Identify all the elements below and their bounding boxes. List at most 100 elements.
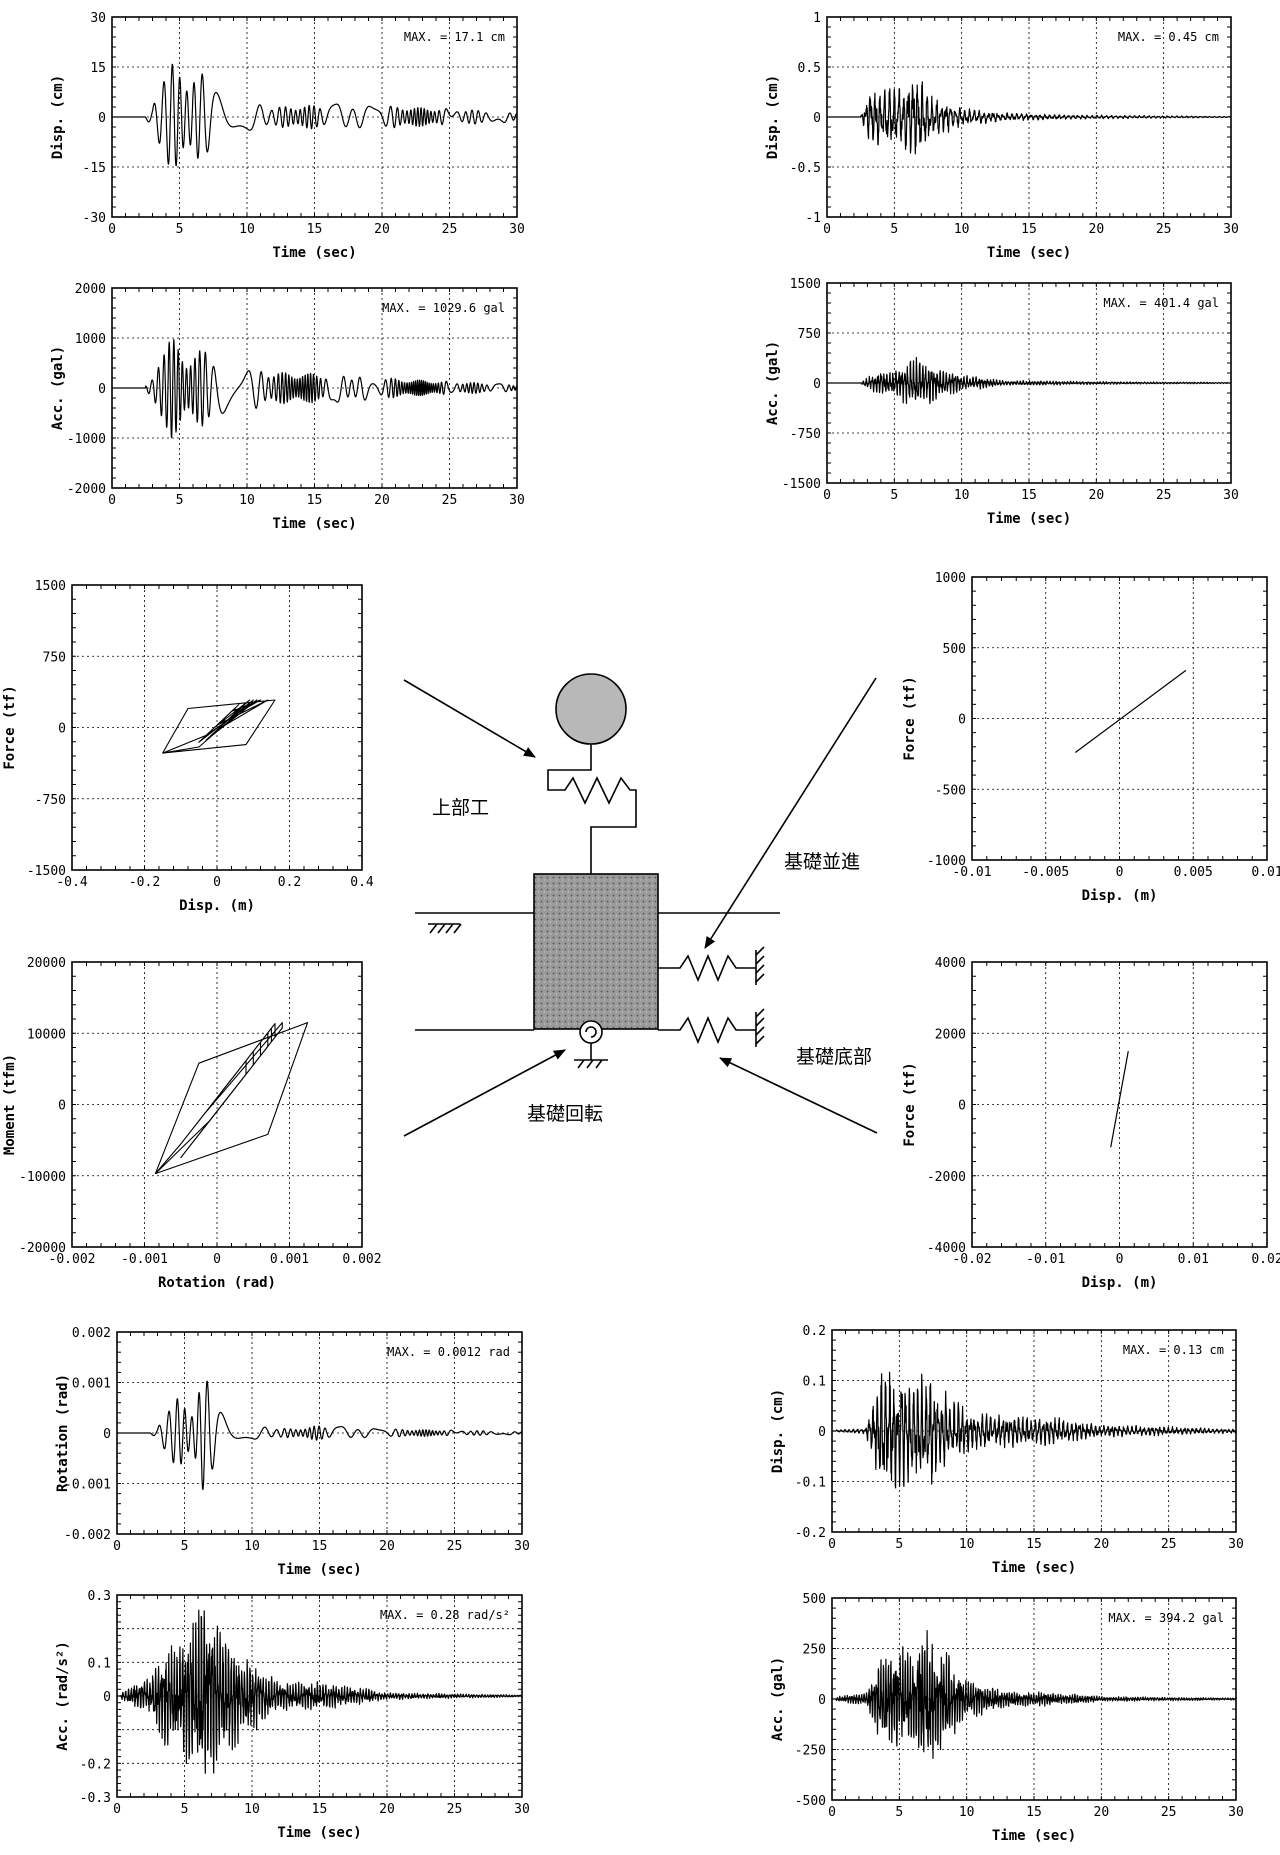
x-tick-label: 0.002 bbox=[342, 1252, 381, 1267]
x-tick-label: 5 bbox=[181, 1802, 189, 1817]
translation-spring bbox=[658, 953, 756, 983]
chart-c_ra2: 0 5 10 15 20 25 30 -500 -250 0 250 500 Time (sec) Acc… bbox=[770, 1592, 1244, 1844]
y-tick-label: -1000 bbox=[67, 432, 106, 447]
y-tick-label: 1500 bbox=[35, 579, 66, 594]
x-axis-label: Time (sec) bbox=[277, 1562, 361, 1578]
y-tick-label: 0.1 bbox=[88, 1656, 111, 1671]
series-line bbox=[154, 1022, 309, 1175]
x-axis-label: Time (sec) bbox=[277, 1825, 361, 1841]
chart-c_laa: 0 5 10 15 20 25 30 -0.3 -0.2 0 0.1 0.3 Time (sec) Acc… bbox=[55, 1589, 530, 1841]
x-tick-label: 30 bbox=[509, 222, 525, 237]
x-axis-label: Time (sec) bbox=[272, 245, 356, 261]
x-tick-label: 20 bbox=[1089, 222, 1105, 237]
x-axis-label: Disp. (m) bbox=[1082, 1275, 1158, 1291]
mass-circle bbox=[555, 673, 627, 745]
x-tick-label: 30 bbox=[514, 1539, 530, 1554]
x-axis-label: Time (sec) bbox=[987, 245, 1071, 261]
chart-c_fb: -0.02 -0.01 0 0.01 0.02 -4000 -2000 0 2000 4000 Di… bbox=[902, 956, 1280, 1291]
y-tick-label: 750 bbox=[43, 650, 66, 665]
x-tick-label: 10 bbox=[244, 1539, 260, 1554]
x-tick-label: 10 bbox=[954, 222, 970, 237]
x-tick-label: 10 bbox=[954, 488, 970, 503]
x-tick-label: 0 bbox=[113, 1802, 121, 1817]
y-tick-label: 0.3 bbox=[88, 1589, 111, 1604]
x-tick-label: 30 bbox=[1223, 222, 1239, 237]
y-tick-label: 0.1 bbox=[803, 1375, 826, 1390]
y-tick-label: -1500 bbox=[27, 864, 66, 879]
structure-model-diagram bbox=[403, 673, 878, 1137]
x-tick-label: 20 bbox=[379, 1539, 395, 1554]
x-tick-label: 0.001 bbox=[270, 1252, 309, 1267]
chart-c_ra: 0 5 10 15 20 25 30 -1500 -750 0 750 1500 Time (sec) A… bbox=[765, 277, 1239, 527]
y-tick-label: -15 bbox=[83, 161, 106, 176]
y-tick-label: 4000 bbox=[935, 956, 966, 971]
x-tick-label: 25 bbox=[442, 222, 458, 237]
plot-frame bbox=[71, 584, 363, 871]
label-superstructure: 上部工 bbox=[432, 797, 489, 819]
y-axis-label: Disp. (cm) bbox=[770, 1389, 786, 1473]
y-tick-label: -2000 bbox=[67, 482, 106, 497]
x-tick-label: 5 bbox=[890, 222, 898, 237]
x-tick-label: 0 bbox=[213, 1252, 221, 1267]
y-tick-label: -1 bbox=[805, 211, 821, 226]
x-tick-label: 30 bbox=[509, 493, 525, 508]
y-tick-label: -0.3 bbox=[80, 1791, 111, 1806]
x-tick-label: 25 bbox=[447, 1802, 463, 1817]
y-tick-label: 0 bbox=[98, 382, 106, 397]
max-annotation: MAX. = 401.4 gal bbox=[1103, 296, 1219, 310]
x-tick-label: 15 bbox=[307, 493, 323, 508]
x-tick-label: 0 bbox=[828, 1537, 836, 1552]
x-tick-label: 0 bbox=[823, 488, 831, 503]
x-tick-label: 25 bbox=[442, 493, 458, 508]
y-tick-label: 0.002 bbox=[72, 1326, 111, 1341]
x-axis-label: Disp. (m) bbox=[1082, 888, 1158, 904]
y-tick-label: 0.001 bbox=[72, 1377, 111, 1392]
y-tick-label: 750 bbox=[798, 327, 821, 342]
x-tick-label: 0.005 bbox=[1174, 865, 1213, 880]
y-tick-label: -0.1 bbox=[795, 1476, 826, 1491]
x-tick-label: 20 bbox=[1094, 1805, 1110, 1820]
x-axis-label: Time (sec) bbox=[992, 1560, 1076, 1576]
y-tick-label: -250 bbox=[795, 1744, 826, 1759]
diagram-labels: 上部工 基礎並進 基礎底部 基礎回転 bbox=[432, 797, 872, 1125]
x-tick-label: 0 bbox=[108, 222, 116, 237]
x-tick-label: 0 bbox=[828, 1805, 836, 1820]
x-tick-label: 30 bbox=[514, 1802, 530, 1817]
x-tick-label: -0.01 bbox=[952, 865, 991, 880]
y-tick-label: -4000 bbox=[927, 1241, 966, 1256]
y-axis-label: Disp. (cm) bbox=[50, 75, 66, 159]
max-annotation: MAX. = 1029.6 gal bbox=[382, 301, 505, 315]
max-annotation: MAX. = 0.0012 rad bbox=[387, 1345, 510, 1359]
chart-c_fr: -0.002 -0.001 0 0.001 0.002 -20000 -10000 0 1000… bbox=[2, 956, 382, 1291]
plot-frame bbox=[971, 961, 1268, 1248]
arrow-foundation-translation bbox=[704, 677, 877, 949]
x-axis-label: Time (sec) bbox=[272, 516, 356, 532]
label-foundation-bottom: 基礎底部 bbox=[796, 1046, 872, 1068]
fixed-support-upper bbox=[755, 946, 765, 985]
max-annotation: MAX. = 394.2 gal bbox=[1108, 1611, 1224, 1625]
x-tick-label: 15 bbox=[307, 222, 323, 237]
y-tick-label: 1500 bbox=[790, 277, 821, 292]
y-tick-label: 1000 bbox=[75, 332, 106, 347]
y-axis-label: Acc. (rad/s²) bbox=[55, 1641, 71, 1751]
arrow-foundation-rotation bbox=[403, 1049, 566, 1137]
x-tick-label: 20 bbox=[1094, 1537, 1110, 1552]
x-tick-label: 0.01 bbox=[1178, 1252, 1209, 1267]
y-axis-label: Acc. (gal) bbox=[770, 1657, 786, 1741]
x-tick-label: -0.2 bbox=[129, 875, 160, 890]
x-tick-label: 5 bbox=[181, 1539, 189, 1554]
x-tick-label: 15 bbox=[1021, 488, 1037, 503]
x-tick-label: 10 bbox=[959, 1805, 975, 1820]
x-tick-label: -0.4 bbox=[56, 875, 87, 890]
y-tick-label: 0 bbox=[58, 1099, 66, 1114]
x-tick-label: 0 bbox=[1116, 1252, 1124, 1267]
y-tick-label: 10000 bbox=[27, 1027, 66, 1042]
y-tick-label: 1 bbox=[813, 11, 821, 26]
x-tick-label: 5 bbox=[176, 493, 184, 508]
superstructure-spring bbox=[547, 744, 637, 874]
series-line bbox=[1110, 1050, 1129, 1148]
label-foundation-translation: 基礎並進 bbox=[784, 851, 860, 873]
y-tick-label: 0.2 bbox=[803, 1324, 826, 1339]
